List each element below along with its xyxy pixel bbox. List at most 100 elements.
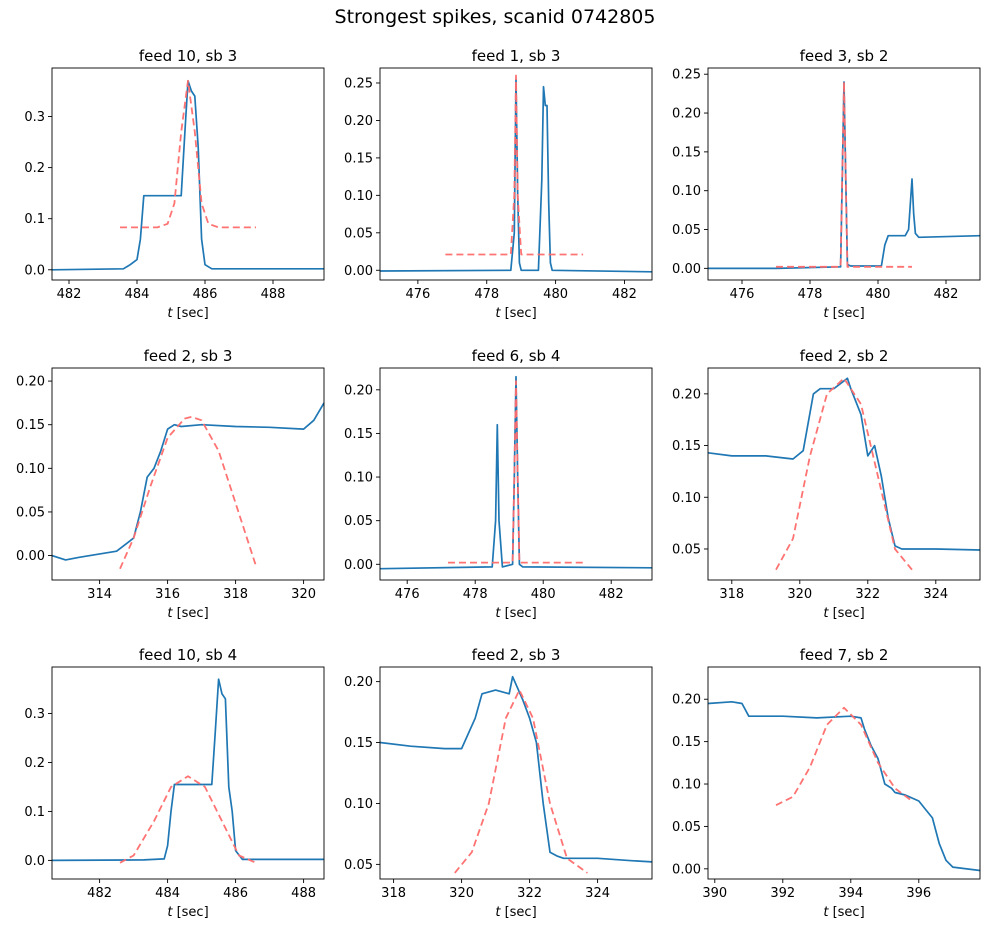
figure-title: Strongest spikes, scanid 0742805	[334, 6, 656, 28]
x-tick-label: 322	[517, 886, 542, 901]
y-tick-label: 0.05	[344, 514, 373, 529]
x-tick-label: 478	[463, 587, 488, 602]
x-tick-label: 320	[449, 886, 474, 901]
panel-title: feed 6, sb 4	[472, 347, 561, 365]
axes-frame	[51, 666, 325, 880]
y-tick-label: 0.10	[672, 778, 701, 793]
data-series-line	[708, 700, 980, 872]
x-axis-label: t [sec]	[823, 306, 864, 321]
x-tick-label: 488	[291, 886, 316, 901]
x-tick-label: 314	[87, 587, 112, 602]
axes-frame	[51, 367, 325, 581]
panel-title: feed 3, sb 2	[800, 47, 889, 65]
y-tick-label: 0.15	[344, 736, 373, 751]
panel-4: 314 316 318 320 0.00 0.05 0.10 0.15 0.20 feed 2, …	[16, 347, 325, 621]
x-tick-label: 484	[155, 886, 180, 901]
x-tick-label: 316	[155, 587, 180, 602]
x-tick-label: 482	[934, 287, 959, 302]
x-tick-label: 486	[223, 886, 248, 901]
y-tick-label: 0.05	[344, 226, 373, 241]
y-tick-label: 0.05	[672, 542, 701, 557]
y-tick-label: 0.15	[672, 439, 701, 454]
y-tick-label: 0.05	[344, 858, 373, 873]
fit-curve	[119, 415, 257, 570]
x-tick-label: 318	[223, 587, 248, 602]
y-tick-label: 0.00	[672, 862, 701, 877]
panel-3: 476 478 480 482 0.00 0.05 0.10 0.15 0.20 0.25 feed…	[672, 47, 981, 321]
y-tick-label: 0.20	[344, 675, 373, 690]
fit-curve	[445, 74, 584, 256]
x-tick-label: 482	[87, 886, 112, 901]
y-tick-label: 0.10	[344, 189, 373, 204]
axes-frame	[707, 666, 981, 880]
x-tick-label: 480	[543, 287, 568, 302]
panel-title: feed 10, sb 3	[139, 47, 237, 65]
panel-title: feed 7, sb 2	[800, 646, 889, 664]
panel-title: feed 2, sb 2	[800, 347, 889, 365]
x-tick-label: 476	[395, 587, 420, 602]
data-series-line	[52, 678, 324, 862]
data-series-line	[380, 78, 652, 273]
axes-frame	[707, 67, 981, 281]
y-tick-label: 0.05	[672, 820, 701, 835]
y-tick-label: 0.00	[16, 549, 45, 564]
y-tick-label: 0.15	[672, 145, 701, 160]
x-tick-label: 324	[923, 587, 948, 602]
data-series-line	[52, 79, 324, 271]
x-tick-label: 394	[838, 886, 863, 901]
x-tick-label: 318	[381, 886, 406, 901]
y-tick-label: 0.3	[24, 707, 45, 722]
y-tick-label: 0.20	[16, 375, 45, 390]
panel-5: 476 478 480 482 0.00 0.05 0.10 0.15 0.20 feed 6, …	[344, 347, 653, 621]
y-tick-label: 0.25	[672, 68, 701, 83]
x-tick-label: 322	[855, 587, 880, 602]
y-tick-label: 0.10	[16, 462, 45, 477]
x-axis-label: t [sec]	[823, 905, 864, 920]
y-tick-label: 0.0	[24, 854, 45, 869]
axes-frame	[379, 367, 653, 581]
y-tick-label: 0.10	[672, 491, 701, 506]
y-tick-label: 0.2	[24, 161, 45, 176]
x-axis-label: t [sec]	[495, 905, 536, 920]
y-tick-label: 0.05	[16, 505, 45, 520]
y-tick-label: 0.20	[672, 387, 701, 402]
data-series-line	[708, 81, 980, 270]
y-tick-label: 0.20	[344, 114, 373, 129]
y-tick-label: 0.05	[672, 223, 701, 238]
fit-curve	[775, 377, 913, 571]
panel-9: 390 392 394 396 0.00 0.05 0.10 0.15 0.20 feed 7, …	[672, 646, 981, 920]
data-series-line	[708, 377, 980, 551]
fit-curve	[119, 775, 257, 864]
x-tick-label: 478	[798, 287, 823, 302]
panel-7: 482 484 486 488 0.0 0.1 0.2 0.3 feed 10, sb 4 t […	[24, 646, 325, 920]
panel-title: feed 10, sb 4	[139, 646, 237, 664]
y-tick-label: 0.2	[24, 756, 45, 771]
x-tick-label: 486	[193, 287, 218, 302]
panel-2: 476 478 480 482 0.00 0.05 0.10 0.15 0.20 0.25 feed…	[344, 47, 653, 321]
data-series-line	[52, 402, 324, 561]
axes-frame	[51, 67, 325, 281]
y-tick-label: 0.10	[344, 471, 373, 486]
panel-title: feed 2, sb 3	[144, 347, 233, 365]
data-series-line	[380, 675, 652, 863]
x-tick-label: 476	[405, 287, 430, 302]
x-tick-label: 318	[719, 587, 744, 602]
x-axis-label: t [sec]	[495, 306, 536, 321]
y-tick-label: 0.10	[672, 184, 701, 199]
axes-frame	[379, 666, 653, 880]
x-tick-label: 320	[787, 587, 812, 602]
x-tick-label: 480	[866, 287, 891, 302]
y-tick-label: 0.1	[24, 805, 45, 820]
y-tick-label: 0.15	[672, 735, 701, 750]
fit-curve	[120, 79, 256, 229]
y-tick-label: 0.10	[344, 797, 373, 812]
y-tick-label: 0.0	[24, 263, 45, 278]
x-axis-label: t [sec]	[495, 606, 536, 621]
y-tick-label: 0.20	[344, 383, 373, 398]
x-tick-label: 488	[261, 287, 286, 302]
axes-frame	[707, 367, 981, 581]
fit-curve	[448, 380, 584, 564]
panel-title: feed 2, sb 3	[472, 646, 561, 664]
panel-title: feed 1, sb 3	[472, 47, 561, 65]
